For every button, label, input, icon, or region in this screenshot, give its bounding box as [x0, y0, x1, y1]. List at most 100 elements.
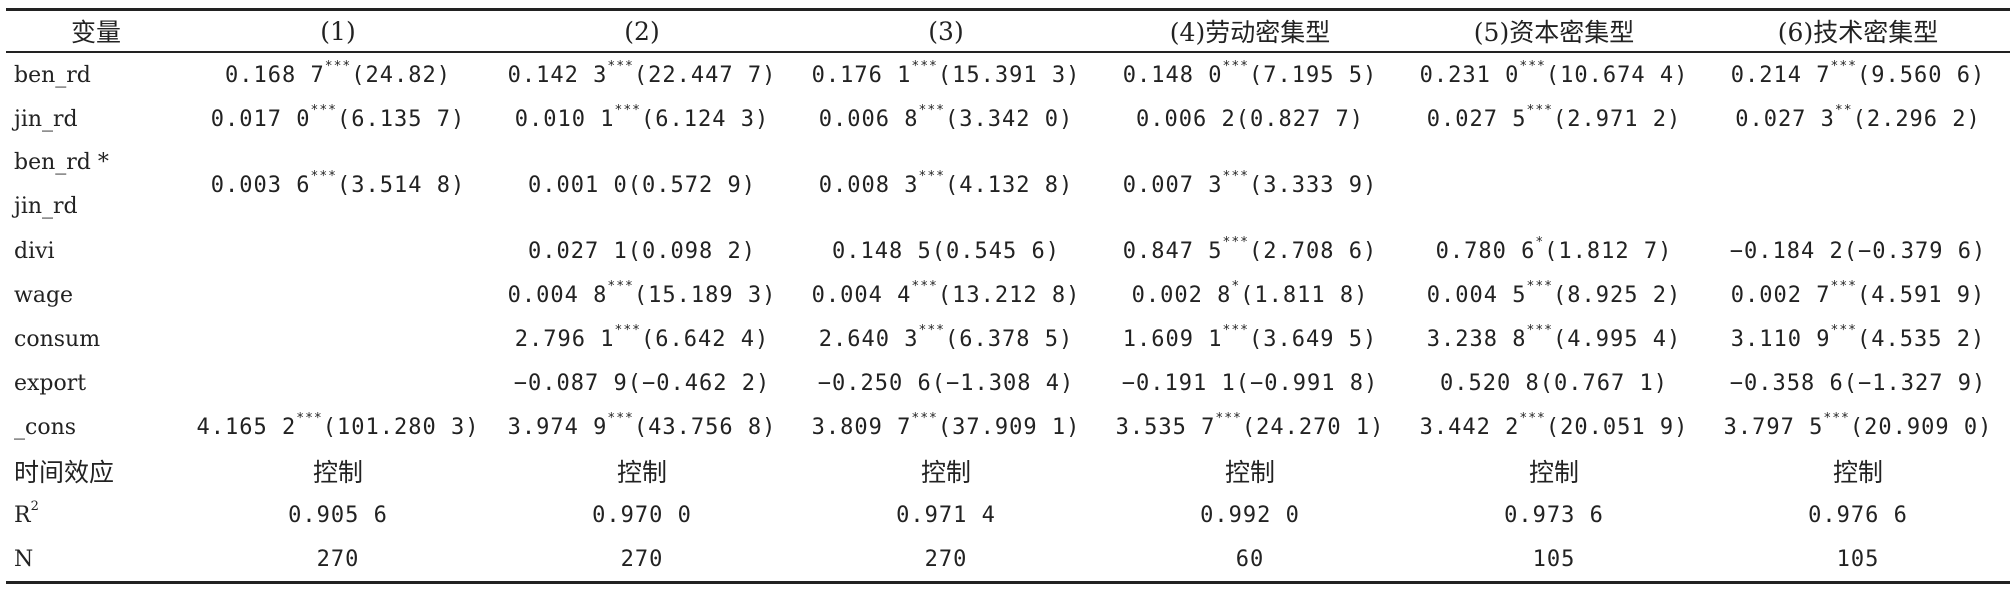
coef-value: −0.184 2: [1729, 238, 1844, 264]
table-cell: 270: [924, 546, 968, 572]
coef-value: −0.087 9: [513, 370, 628, 396]
header-col-4: (4)劳动密集型: [1169, 18, 1331, 47]
t-statistic: (−0.991 8): [1235, 370, 1379, 396]
coef-cell: 0.214 7***(9.560 6): [1706, 52, 2010, 97]
r-superscript: 2: [30, 499, 39, 515]
row-label-text: divi: [14, 238, 55, 264]
significance-stars: ***: [1823, 411, 1850, 427]
t-statistic: (−0.379 6): [1843, 238, 1987, 264]
coef-value: 0.003 6: [210, 172, 311, 198]
table-row: ben_rd 0.168 7***(24.82) 0.142 3***(22.447…: [6, 52, 2010, 97]
coef-cell: 0.027 5***(2.971 2): [1402, 97, 1706, 141]
coef-cell: 0.847 5***(2.708 6): [1098, 229, 1402, 273]
coef-cell: −0.191 1(−0.991 8): [1098, 361, 1402, 405]
coef-value: 0.027 5: [1426, 106, 1527, 132]
row-label: jin_rd: [6, 97, 186, 141]
coef-value: 0.027 1: [528, 238, 628, 264]
row-label: _cons: [6, 405, 186, 449]
coef-cell: 3.442 2***(20.051 9): [1402, 405, 1706, 449]
table-row: ben_rd * jin_rd 0.003 6***(3.514 8) 0.001 0…: [6, 141, 2010, 229]
coef-value: 3.110 9: [1730, 326, 1831, 352]
coef-cell: 0.027 1(0.098 2): [490, 229, 794, 273]
row-label: export: [6, 361, 186, 405]
table-cell: 60: [1235, 546, 1265, 572]
coef-value: 0.847 5: [1122, 238, 1223, 264]
table-row: consum 2.796 1***(6.642 4) 2.640 3***(6.37…: [6, 317, 2010, 361]
coef-value: 0.168 7: [225, 62, 325, 88]
table-cell: 270: [316, 546, 360, 572]
t-statistic: (20.909 0): [1849, 414, 1993, 440]
t-statistic: (0.572 9): [627, 172, 756, 198]
coef-value: 0.008 3: [818, 172, 919, 198]
t-statistic: (22.447 7): [633, 62, 777, 88]
coef-cell: 4.165 2***(101.280 3): [186, 405, 490, 449]
significance-stars: ***: [607, 59, 634, 75]
significance-stars: ***: [1222, 323, 1249, 339]
significance-stars: ***: [310, 169, 337, 185]
row-label: divi: [6, 229, 186, 273]
coef-cell: 0.001 0(0.572 9): [490, 141, 794, 229]
t-statistic: (15.391 3): [937, 62, 1081, 88]
coef-cell: 3.535 7***(24.270 1): [1098, 405, 1402, 449]
coef-cell: 2.640 3***(6.378 5): [794, 317, 1098, 361]
coef-value: 0.002 7: [1730, 282, 1831, 308]
t-statistic: (6.135 7): [336, 106, 466, 132]
coef-value: 0.142 3: [507, 62, 608, 88]
header-row: 变量 (1) (2) (3) (4)劳动密集型 (5)资本密集型 (6)技术密集…: [6, 9, 2010, 52]
t-statistic: (0.098 2): [627, 238, 756, 264]
coef-cell: 0.004 4***(13.212 8): [794, 273, 1098, 317]
regression-table: 变量 (1) (2) (3) (4)劳动密集型 (5)资本密集型 (6)技术密集…: [6, 8, 2010, 584]
table-cell: 0.971 4: [896, 502, 996, 528]
significance-stars: ***: [1526, 279, 1553, 295]
table-cell: 0.905 6: [288, 502, 388, 528]
coef-cell: [186, 229, 490, 273]
coef-cell: 0.002 8*(1.811 8): [1098, 273, 1402, 317]
header-col-6: (6)技术密集型: [1777, 18, 1939, 47]
row-label-text-line2: jin_rd: [14, 194, 78, 219]
coef-value: 0.780 6: [1435, 238, 1536, 264]
n-row: N 270 270 270 60 105 105: [6, 537, 2010, 583]
t-statistic: (2.971 2): [1552, 106, 1682, 132]
coef-value: 0.176 1: [811, 62, 912, 88]
t-statistic: (10.674 4): [1545, 62, 1689, 88]
row-label-text: wage: [14, 282, 74, 308]
coef-cell: 0.168 7***(24.82): [186, 52, 490, 97]
significance-stars: ***: [296, 411, 323, 427]
t-statistic: (9.560 6): [1856, 62, 1986, 88]
significance-stars: ***: [918, 323, 945, 339]
significance-stars: ***: [911, 59, 938, 75]
significance-stars: ***: [911, 411, 938, 427]
coef-cell: [1706, 141, 2010, 229]
significance-stars: ***: [1519, 59, 1546, 75]
coef-value: 2.796 1: [514, 326, 615, 352]
significance-stars: ***: [310, 103, 337, 119]
coef-cell: −0.087 9(−0.462 2): [490, 361, 794, 405]
r-squared-row: R2 0.905 6 0.970 0 0.971 4 0.992 0 0.973…: [6, 493, 2010, 537]
t-statistic: (−1.308 4): [931, 370, 1075, 396]
header-col-3: (3): [928, 16, 964, 46]
coef-value: 3.809 7: [811, 414, 912, 440]
t-statistic: (3.649 5): [1248, 326, 1378, 352]
t-statistic: (0.767 1): [1539, 370, 1668, 396]
coef-value: 1.609 1: [1122, 326, 1223, 352]
row-label: consum: [6, 317, 186, 361]
table-cell: 控制: [312, 458, 363, 487]
significance-stars: ***: [614, 103, 641, 119]
coef-cell: 0.148 5(0.545 6): [794, 229, 1098, 273]
r-label: R: [14, 502, 31, 528]
t-statistic: (3.333 9): [1248, 172, 1378, 198]
t-statistic: (6.124 3): [640, 106, 770, 132]
t-statistic: (4.535 2): [1856, 326, 1986, 352]
row-label: ben_rd * jin_rd: [6, 141, 186, 229]
coef-value: 2.640 3: [818, 326, 919, 352]
significance-stars: ***: [1830, 59, 1857, 75]
significance-stars: *: [1231, 279, 1241, 295]
table-cell: 控制: [1224, 458, 1275, 487]
coef-cell: [186, 361, 490, 405]
coef-cell: 3.974 9***(43.756 8): [490, 405, 794, 449]
t-statistic: (−1.327 9): [1843, 370, 1987, 396]
t-statistic: (20.051 9): [1545, 414, 1689, 440]
table-row: jin_rd 0.017 0***(6.135 7) 0.010 1***(6.12…: [6, 97, 2010, 141]
significance-stars: ***: [1526, 103, 1553, 119]
significance-stars: ***: [607, 279, 634, 295]
